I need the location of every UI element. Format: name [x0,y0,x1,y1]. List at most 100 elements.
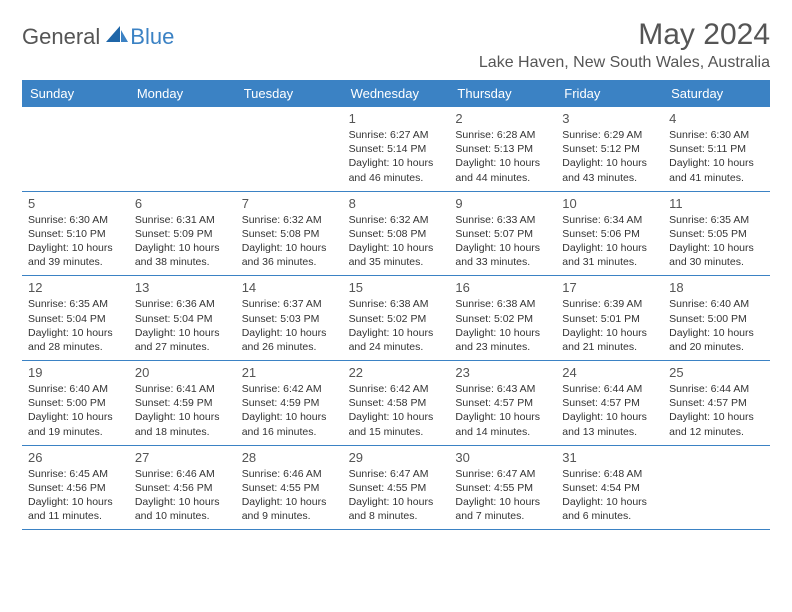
sunset-text: Sunset: 4:55 PM [455,481,550,495]
sunrise-text: Sunrise: 6:47 AM [455,467,550,481]
day-cell: 14Sunrise: 6:37 AMSunset: 5:03 PMDayligh… [236,276,343,360]
day-info: Sunrise: 6:41 AMSunset: 4:59 PMDaylight:… [135,382,230,439]
daylight-text: Daylight: 10 hours and 13 minutes. [562,410,657,438]
week-row: 19Sunrise: 6:40 AMSunset: 5:00 PMDayligh… [22,361,770,446]
sunrise-text: Sunrise: 6:30 AM [669,128,764,142]
day-info: Sunrise: 6:43 AMSunset: 4:57 PMDaylight:… [455,382,550,439]
day-info: Sunrise: 6:38 AMSunset: 5:02 PMDaylight:… [349,297,444,354]
day-number: 13 [135,280,230,295]
sunrise-text: Sunrise: 6:36 AM [135,297,230,311]
sunrise-text: Sunrise: 6:47 AM [349,467,444,481]
day-info: Sunrise: 6:45 AMSunset: 4:56 PMDaylight:… [28,467,123,524]
day-info: Sunrise: 6:32 AMSunset: 5:08 PMDaylight:… [242,213,337,270]
day-info: Sunrise: 6:47 AMSunset: 4:55 PMDaylight:… [349,467,444,524]
day-cell: 18 Sunrise: 6:40 AMSunset: 5:00 PMDayligh… [663,276,770,360]
sunset-text: Sunset: 5:05 PM [669,227,764,241]
day-cell [22,107,129,191]
day-cell: 5Sunrise: 6:30 AMSunset: 5:10 PMDaylight… [22,192,129,276]
day-number: 21 [242,365,337,380]
sunset-text: Sunset: 4:59 PM [242,396,337,410]
day-cell: 26 Sunrise: 6:45 AMSunset: 4:56 PMDayligh… [22,446,129,530]
day-info: Sunrise: 6:30 AMSunset: 5:11 PMDaylight:… [669,128,764,185]
day-cell: 19Sunrise: 6:40 AMSunset: 5:00 PMDayligh… [22,361,129,445]
day-info: Sunrise: 6:44 AMSunset: 4:57 PMDaylight:… [562,382,657,439]
day-cell: 17Sunrise: 6:39 AMSunset: 5:01 PMDayligh… [556,276,663,360]
weeks-container: 1Sunrise: 6:27 AMSunset: 5:14 PMDaylight… [22,107,770,530]
day-header: Friday [556,80,663,107]
daylight-text: Daylight: 10 hours and 27 minutes. [135,326,230,354]
day-info: Sunrise: 6:33 AMSunset: 5:07 PMDaylight:… [455,213,550,270]
sunset-text: Sunset: 5:08 PM [242,227,337,241]
day-cell: 21 Sunrise: 6:42 AMSunset: 4:59 PMDayligh… [236,361,343,445]
sunrise-text: Sunrise: 6:42 AM [349,382,444,396]
day-info: Sunrise: 6:46 AMSunset: 4:55 PMDaylight:… [242,467,337,524]
week-row: 26 Sunrise: 6:45 AMSunset: 4:56 PMDayligh… [22,446,770,531]
sunrise-text: Sunrise: 6:39 AM [562,297,657,311]
day-number: 31 [562,450,657,465]
day-number: 29 [349,450,444,465]
day-info: Sunrise: 6:47 AMSunset: 4:55 PMDaylight:… [455,467,550,524]
sunset-text: Sunset: 4:55 PM [349,481,444,495]
day-cell: 7 Sunrise: 6:32 AMSunset: 5:08 PMDaylight… [236,192,343,276]
sunset-text: Sunset: 4:57 PM [455,396,550,410]
day-number: 1 [349,111,444,126]
sunset-text: Sunset: 5:03 PM [242,312,337,326]
logo: General Blue [22,24,174,50]
day-header: Sunday [22,80,129,107]
daylight-text: Daylight: 10 hours and 21 minutes. [562,326,657,354]
daylight-text: Daylight: 10 hours and 44 minutes. [455,156,550,184]
day-info: Sunrise: 6:35 AMSunset: 5:04 PMDaylight:… [28,297,123,354]
day-cell: 3Sunrise: 6:29 AMSunset: 5:12 PMDaylight… [556,107,663,191]
day-header: Thursday [449,80,556,107]
sunset-text: Sunset: 4:57 PM [562,396,657,410]
day-number: 7 [242,196,337,211]
calendar: Sunday Monday Tuesday Wednesday Thursday… [22,80,770,530]
day-number: 28 [242,450,337,465]
sunrise-text: Sunrise: 6:46 AM [135,467,230,481]
day-number: 26 [28,450,123,465]
day-header: Saturday [663,80,770,107]
sunset-text: Sunset: 5:09 PM [135,227,230,241]
daylight-text: Daylight: 10 hours and 33 minutes. [455,241,550,269]
sunrise-text: Sunrise: 6:32 AM [349,213,444,227]
day-info: Sunrise: 6:32 AMSunset: 5:08 PMDaylight:… [349,213,444,270]
sunset-text: Sunset: 5:02 PM [455,312,550,326]
daylight-text: Daylight: 10 hours and 26 minutes. [242,326,337,354]
daylight-text: Daylight: 10 hours and 20 minutes. [669,326,764,354]
day-info: Sunrise: 6:40 AMSunset: 5:00 PMDaylight:… [669,297,764,354]
week-row: 5Sunrise: 6:30 AMSunset: 5:10 PMDaylight… [22,192,770,277]
sunrise-text: Sunrise: 6:46 AM [242,467,337,481]
day-header: Wednesday [343,80,450,107]
daylight-text: Daylight: 10 hours and 19 minutes. [28,410,123,438]
day-info: Sunrise: 6:42 AMSunset: 4:59 PMDaylight:… [242,382,337,439]
sunset-text: Sunset: 5:10 PM [28,227,123,241]
sunrise-text: Sunrise: 6:44 AM [669,382,764,396]
sunrise-text: Sunrise: 6:40 AM [669,297,764,311]
daylight-text: Daylight: 10 hours and 23 minutes. [455,326,550,354]
day-number: 9 [455,196,550,211]
day-cell: 16Sunrise: 6:38 AMSunset: 5:02 PMDayligh… [449,276,556,360]
day-number: 3 [562,111,657,126]
day-cell: 27Sunrise: 6:46 AMSunset: 4:56 PMDayligh… [129,446,236,530]
day-number: 6 [135,196,230,211]
day-info: Sunrise: 6:42 AMSunset: 4:58 PMDaylight:… [349,382,444,439]
sunset-text: Sunset: 4:56 PM [28,481,123,495]
sunrise-text: Sunrise: 6:41 AM [135,382,230,396]
sunset-text: Sunset: 4:54 PM [562,481,657,495]
day-header: Monday [129,80,236,107]
day-number: 18 [669,280,764,295]
day-cell: 8Sunrise: 6:32 AMSunset: 5:08 PMDaylight… [343,192,450,276]
month-title: May 2024 [479,18,770,52]
logo-text-blue: Blue [130,24,174,50]
day-number: 27 [135,450,230,465]
sunrise-text: Sunrise: 6:40 AM [28,382,123,396]
sunset-text: Sunset: 5:00 PM [669,312,764,326]
day-number: 30 [455,450,550,465]
day-number: 15 [349,280,444,295]
daylight-text: Daylight: 10 hours and 38 minutes. [135,241,230,269]
day-cell: 4Sunrise: 6:30 AMSunset: 5:11 PMDaylight… [663,107,770,191]
daylight-text: Daylight: 10 hours and 31 minutes. [562,241,657,269]
day-cell: 20Sunrise: 6:41 AMSunset: 4:59 PMDayligh… [129,361,236,445]
day-cell: 23Sunrise: 6:43 AMSunset: 4:57 PMDayligh… [449,361,556,445]
sunrise-text: Sunrise: 6:34 AM [562,213,657,227]
